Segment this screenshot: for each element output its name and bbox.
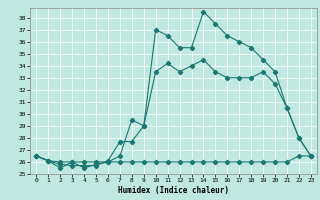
X-axis label: Humidex (Indice chaleur): Humidex (Indice chaleur): [118, 186, 229, 195]
